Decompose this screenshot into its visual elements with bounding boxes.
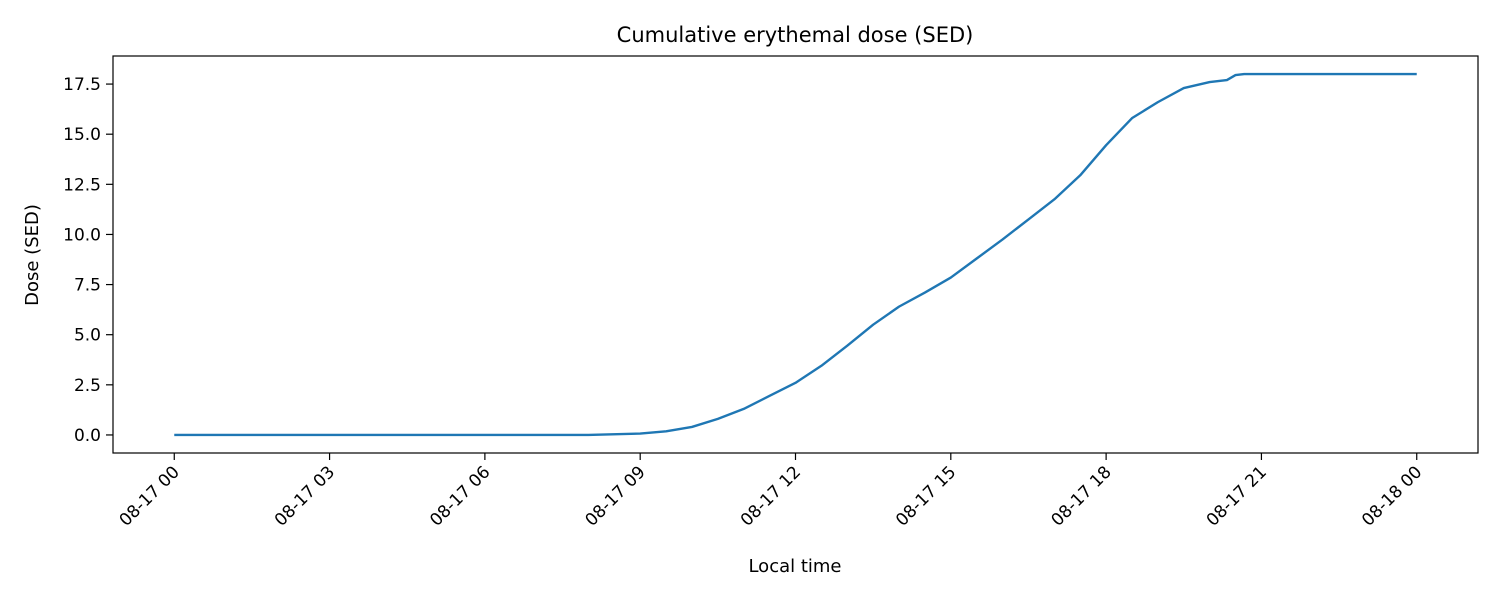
y-tick-label: 7.5	[74, 276, 101, 296]
chart-title: Cumulative erythemal dose (SED)	[617, 23, 974, 47]
plot-frame	[112, 55, 1479, 454]
y-tick-label: 10.0	[63, 225, 101, 245]
y-axis: 0.0 2.5 5.0 7.5 10.0 12.5 15.0 17.5	[63, 75, 113, 446]
x-axis-title: Local time	[748, 556, 841, 577]
x-tick-label: 08-17 12	[737, 462, 805, 530]
x-tick-label: 08-17 06	[426, 462, 494, 530]
y-tick-label: 15.0	[63, 125, 101, 145]
x-tick-label: 08-17 15	[892, 462, 960, 530]
x-tick-label: 08-17 21	[1203, 462, 1271, 530]
plot-area	[112, 55, 1479, 454]
x-axis: 08-17 00 08-17 03 08-17 06 08-17 09 08-17 12…	[116, 453, 1426, 531]
y-tick-label: 17.5	[63, 75, 101, 95]
x-tick-label: 08-17 00	[116, 462, 184, 530]
y-tick-label: 12.5	[63, 175, 101, 195]
x-tick-label: 08-17 03	[271, 462, 339, 530]
y-tick-label: 2.5	[74, 376, 101, 396]
series-line-0	[174, 72, 1417, 437]
x-tick-label: 08-17 18	[1047, 462, 1115, 530]
y-tick-label: 0.0	[74, 426, 101, 446]
y-tick-label: 5.0	[74, 326, 101, 346]
x-tick-label: 08-18 00	[1358, 462, 1426, 530]
y-axis-title: Dose (SED)	[22, 204, 43, 306]
x-tick-label: 08-17 09	[582, 462, 650, 530]
